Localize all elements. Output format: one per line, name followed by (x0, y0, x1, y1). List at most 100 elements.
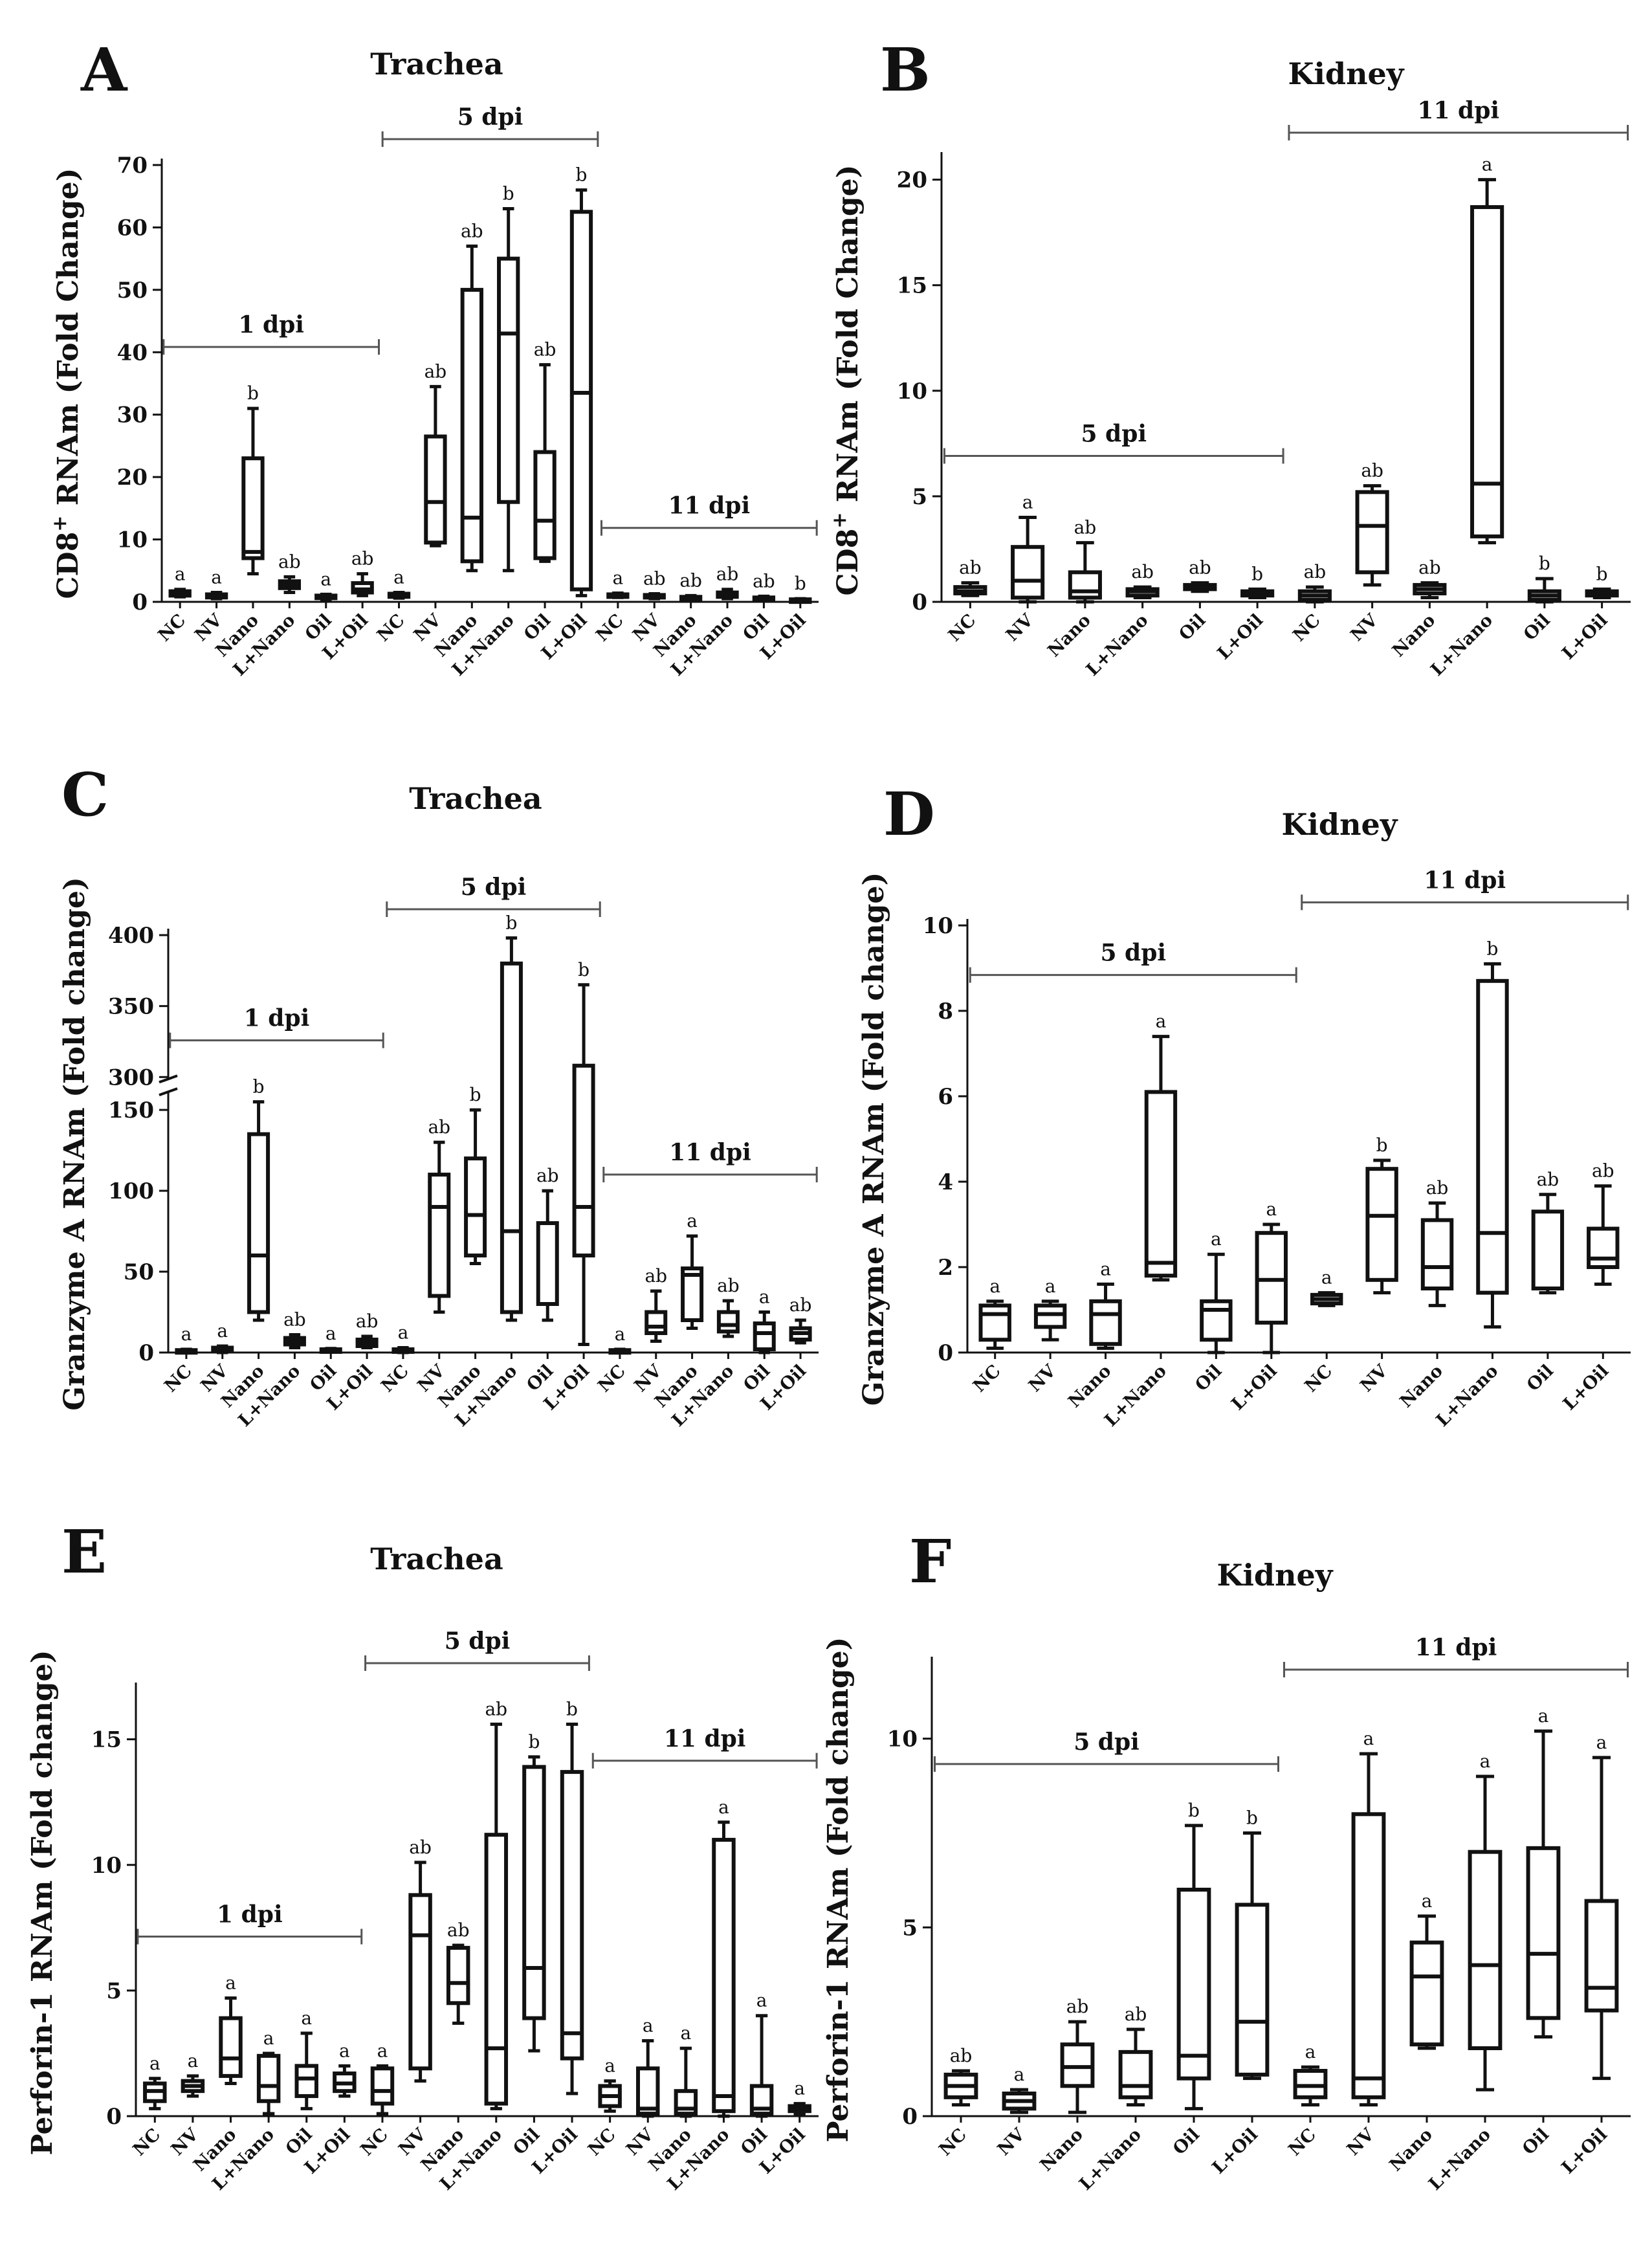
box (1200, 1299, 1233, 1342)
y-tick-label: 100 (108, 1178, 154, 1204)
y-axis-label-sup: + (828, 513, 851, 529)
y-tick-label: 15 (91, 1727, 122, 1753)
significance-label: a (1045, 1276, 1056, 1297)
x-tick-label: NV (1025, 1360, 1061, 1396)
significance-label: ab (1418, 557, 1441, 579)
y-tick-label: 0 (912, 590, 927, 615)
significance-label: b (578, 959, 589, 980)
x-tick-label: NC (155, 610, 190, 646)
box (1176, 1888, 1211, 2081)
group-bracket (934, 1756, 1279, 1772)
box (219, 2016, 243, 2078)
significance-label: ab (1074, 517, 1097, 538)
x-tick-label: NC (160, 1361, 196, 1397)
box (1531, 1210, 1565, 1291)
box (1255, 1231, 1288, 1325)
significance-label: a (1321, 1267, 1332, 1288)
y-axis-label-rest: RNAm (Fold Change) (52, 168, 85, 516)
significance-label: ab (1066, 1996, 1089, 2017)
x-tick-label: NC (377, 1361, 413, 1397)
group-bracket (162, 339, 380, 355)
significance-label: a (681, 2022, 692, 2044)
box (484, 1833, 509, 2106)
significance-label: b (1486, 938, 1498, 959)
box (408, 1893, 432, 2071)
y-axis-label: Granzyme A RNAm (Fold change) (857, 872, 890, 1406)
box (1587, 1226, 1620, 1269)
x-tick-label: NC (935, 2125, 971, 2160)
y-axis-label-main: Perforin-1 RNAm (Fold change) (822, 1637, 855, 2143)
y-tick-label: 300 (108, 1065, 154, 1090)
significance-label: a (225, 1972, 236, 1994)
x-tick-label: Nano (1064, 1361, 1115, 1411)
box (1470, 205, 1504, 538)
significance-label: a (615, 1323, 626, 1345)
group-bracket (364, 1655, 590, 1671)
x-tick-label: Oil (1519, 2125, 1553, 2159)
box (753, 1321, 776, 1352)
x-tick-label: Oil (1520, 610, 1554, 645)
y-tick-label: 10 (897, 379, 927, 404)
significance-label: b (1539, 553, 1550, 574)
chart-title: Trachea (370, 1541, 503, 1576)
x-tick-label: Oil (1175, 610, 1209, 645)
significance-label: ab (717, 1275, 740, 1296)
significance-label: a (1014, 2064, 1025, 2085)
group-bracket (600, 520, 818, 536)
significance-label: ab (1304, 561, 1327, 582)
box (446, 1945, 470, 2005)
x-tick-label: L+Oil (1559, 1361, 1613, 1414)
box (1351, 1812, 1386, 2099)
group-bracket (591, 1752, 818, 1769)
significance-label: b (528, 1731, 540, 1752)
significance-label: b (1246, 1807, 1258, 1829)
significance-label: a (149, 2053, 160, 2074)
y-tick-label: 8 (938, 999, 953, 1024)
box (1468, 1850, 1503, 2051)
y-tick-label: 10 (923, 913, 953, 939)
x-tick-label: NC (1289, 610, 1325, 646)
significance-label: ab (428, 1116, 450, 1138)
group-bracket-label: 5 dpi (1074, 1729, 1140, 1756)
box (978, 1303, 1011, 1342)
panel-letter: A (80, 35, 128, 105)
y-axis-label-main: CD8 (52, 532, 85, 599)
x-tick-label: Nano (1037, 2125, 1087, 2175)
significance-label: ab (716, 564, 739, 585)
y-tick-label: 0 (902, 2104, 918, 2130)
panel-letter: F (909, 1527, 951, 1597)
y-tick-label: 0 (138, 1340, 154, 1366)
y-tick-label: 20 (117, 465, 148, 491)
significance-label: a (301, 2007, 312, 2029)
significance-label: a (643, 2015, 654, 2037)
y-tick-label: 5 (106, 1978, 122, 2004)
x-tick-label: L+Oil (1214, 610, 1267, 663)
significance-label: ab (351, 548, 374, 569)
box (460, 287, 483, 564)
box (681, 1266, 704, 1323)
significance-label: a (1363, 1728, 1374, 1749)
group-bracket-label: 5 dpi (1081, 421, 1147, 448)
y-tick-label: 10 (91, 1853, 122, 1879)
significance-label: a (687, 1210, 698, 1232)
x-tick-label: NV (1347, 610, 1382, 645)
y-axis-label: Granzyme A RNAm (Fold change) (58, 877, 91, 1411)
box (1584, 1899, 1619, 2013)
significance-label: ab (534, 339, 556, 360)
box (294, 2064, 318, 2098)
axis-break-mark (159, 1074, 178, 1084)
y-axis-label: CD8+ RNAm (Fold Change) (828, 165, 865, 596)
significance-label: a (1100, 1258, 1111, 1279)
group-bracket (381, 131, 599, 147)
y-tick-label: 50 (117, 278, 148, 304)
x-tick-label: NC (584, 2125, 620, 2160)
group-bracket-label: 11 dpi (1424, 867, 1506, 894)
y-axis-label-main: CD8 (832, 529, 865, 596)
box (636, 2066, 660, 2116)
significance-label: ab (1125, 2004, 1147, 2025)
panel-letter: C (61, 760, 109, 830)
significance-label: b (1188, 1800, 1200, 1821)
x-tick-label: Oil (1169, 2125, 1204, 2159)
box (256, 2053, 281, 2103)
